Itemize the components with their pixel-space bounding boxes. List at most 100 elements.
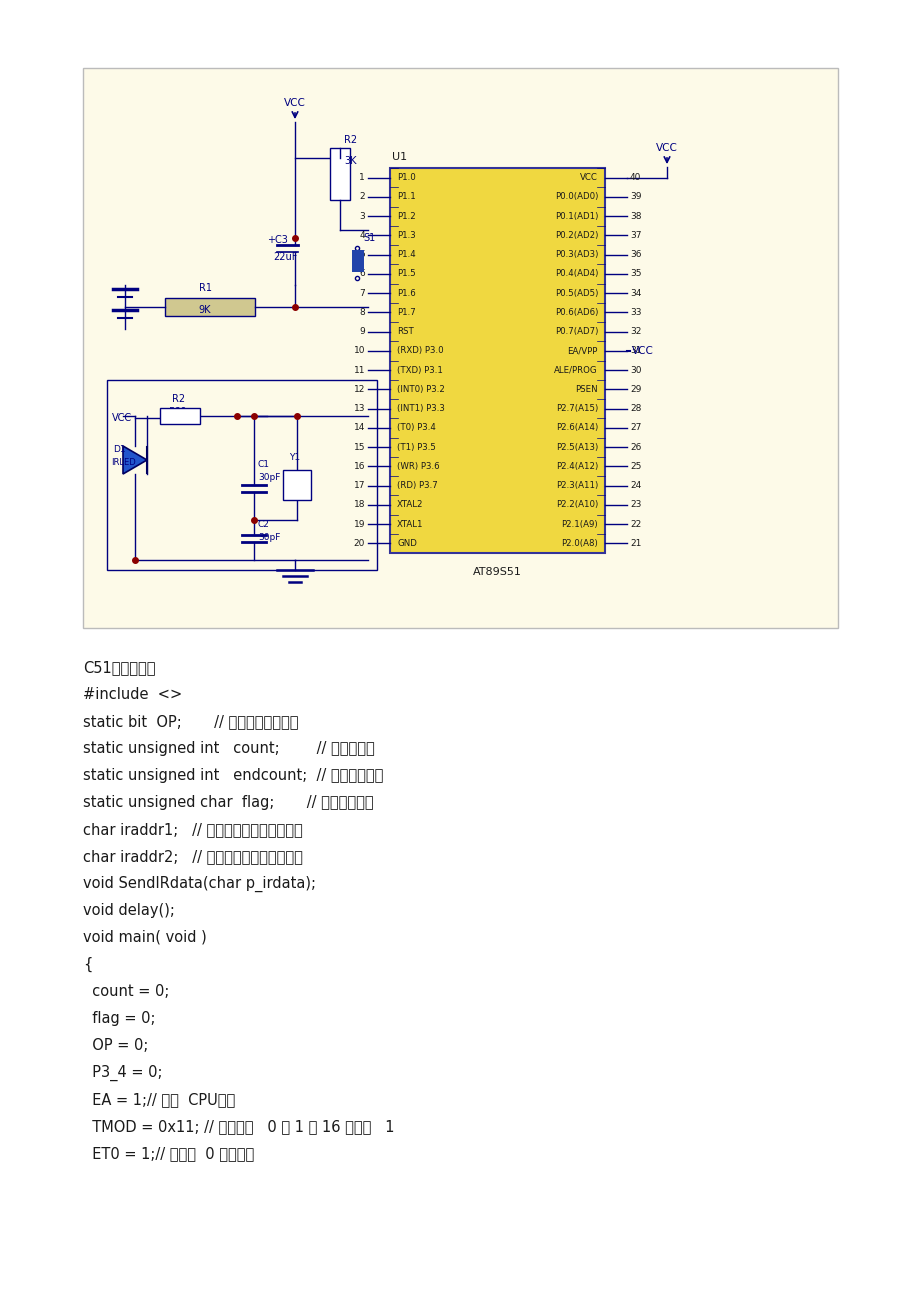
Text: P1.4: P1.4 xyxy=(397,250,415,259)
Text: C1: C1 xyxy=(257,460,269,469)
Text: (T1) P3.5: (T1) P3.5 xyxy=(397,443,436,452)
Text: 1: 1 xyxy=(358,173,365,182)
Text: P3_4 = 0;: P3_4 = 0; xyxy=(83,1065,163,1081)
Text: P0.3(AD3): P0.3(AD3) xyxy=(554,250,597,259)
Text: P1.2: P1.2 xyxy=(397,211,415,220)
Text: char iraddr2;   // 十六位地址的第二个字节: char iraddr2; // 十六位地址的第二个字节 xyxy=(83,850,302,864)
Text: 19: 19 xyxy=(353,520,365,529)
Text: ET0 = 1;// 定时器  0 中断允许: ET0 = 1;// 定时器 0 中断允许 xyxy=(83,1147,254,1161)
Text: 9K: 9K xyxy=(199,305,211,315)
Text: S1: S1 xyxy=(363,233,375,242)
Text: VCC: VCC xyxy=(631,345,653,356)
Text: 11: 11 xyxy=(353,366,365,375)
Text: P1.5: P1.5 xyxy=(397,270,415,279)
Text: (RD) P3.7: (RD) P3.7 xyxy=(397,481,437,490)
Bar xyxy=(160,408,199,423)
Text: 30pF: 30pF xyxy=(257,473,280,482)
Text: C51程序代码：: C51程序代码： xyxy=(83,661,155,675)
Text: +C3: +C3 xyxy=(267,235,288,245)
Text: U1: U1 xyxy=(391,152,407,162)
Text: char iraddr1;   // 十六位地址的第一个字节: char iraddr1; // 十六位地址的第一个字节 xyxy=(83,822,302,837)
Text: P1.7: P1.7 xyxy=(397,308,415,317)
Text: P0.2(AD2): P0.2(AD2) xyxy=(554,231,597,240)
Text: 25: 25 xyxy=(630,461,641,470)
Text: 29: 29 xyxy=(630,384,641,394)
Text: 37: 37 xyxy=(630,231,641,240)
Text: 5: 5 xyxy=(358,250,365,259)
Text: TMOD = 0x11; // 设定时器   0 和 1 为 16 位模式   1: TMOD = 0x11; // 设定时器 0 和 1 为 16 位模式 1 xyxy=(83,1119,394,1134)
Text: 28: 28 xyxy=(630,404,641,413)
Text: ALE/PROG: ALE/PROG xyxy=(554,366,597,375)
Text: 7: 7 xyxy=(358,289,365,297)
Text: 17: 17 xyxy=(353,481,365,490)
Text: IRLED: IRLED xyxy=(111,457,136,466)
Text: VCC: VCC xyxy=(284,98,306,108)
Text: P0.7(AD7): P0.7(AD7) xyxy=(554,327,597,336)
Text: 21: 21 xyxy=(630,539,641,547)
Text: 30pF: 30pF xyxy=(257,533,280,542)
Text: P1.6: P1.6 xyxy=(397,289,415,297)
Text: 6: 6 xyxy=(358,270,365,279)
Text: 27: 27 xyxy=(630,423,641,433)
Text: GND: GND xyxy=(397,539,416,547)
Text: XTAL2: XTAL2 xyxy=(397,500,423,509)
Text: 31: 31 xyxy=(630,347,641,356)
Text: 35: 35 xyxy=(630,270,641,279)
Text: P2.1(A9): P2.1(A9) xyxy=(561,520,597,529)
Text: (INT0) P3.2: (INT0) P3.2 xyxy=(397,384,445,394)
Text: void delay();: void delay(); xyxy=(83,903,175,919)
Text: P2.0(A8): P2.0(A8) xyxy=(561,539,597,547)
Text: static unsigned int   endcount;  // 终止延时计数: static unsigned int endcount; // 终止延时计数 xyxy=(83,767,383,783)
Text: 3K: 3K xyxy=(344,156,357,165)
Bar xyxy=(165,298,255,317)
Bar xyxy=(83,68,837,628)
Text: P0.5(AD5): P0.5(AD5) xyxy=(554,289,597,297)
Text: 24: 24 xyxy=(630,481,641,490)
Text: static unsigned char  flag;       // 红外发送标志: static unsigned char flag; // 红外发送标志 xyxy=(83,795,373,810)
Text: 40: 40 xyxy=(630,173,641,182)
Text: P2.4(A12): P2.4(A12) xyxy=(555,461,597,470)
Text: (WR) P3.6: (WR) P3.6 xyxy=(397,461,439,470)
Bar xyxy=(107,380,377,569)
Text: P1.0: P1.0 xyxy=(397,173,415,182)
Text: 14: 14 xyxy=(353,423,365,433)
Text: 36: 36 xyxy=(630,250,641,259)
Text: 39: 39 xyxy=(630,193,641,202)
Text: Y1: Y1 xyxy=(289,453,300,463)
Text: (RXD) P3.0: (RXD) P3.0 xyxy=(397,347,443,356)
Text: RST: RST xyxy=(397,327,414,336)
Text: static bit  OP;       // 红外发射管的亮灯: static bit OP; // 红外发射管的亮灯 xyxy=(83,714,298,728)
Bar xyxy=(390,168,605,552)
Text: 16: 16 xyxy=(353,461,365,470)
Text: 560: 560 xyxy=(167,407,186,417)
Text: 23: 23 xyxy=(630,500,641,509)
Text: P0.1(AD1): P0.1(AD1) xyxy=(554,211,597,220)
Text: P2.7(A15): P2.7(A15) xyxy=(555,404,597,413)
Text: R2: R2 xyxy=(172,394,186,404)
Text: P1.1: P1.1 xyxy=(397,193,415,202)
Text: (INT1) P3.3: (INT1) P3.3 xyxy=(397,404,445,413)
Text: 15: 15 xyxy=(353,443,365,452)
Text: 26: 26 xyxy=(630,443,641,452)
Text: void main( void ): void main( void ) xyxy=(83,930,207,945)
Text: C2: C2 xyxy=(257,520,269,529)
Text: VCC: VCC xyxy=(580,173,597,182)
Text: OP = 0;: OP = 0; xyxy=(83,1038,148,1053)
Text: P2.5(A13): P2.5(A13) xyxy=(555,443,597,452)
Text: (T0) P3.4: (T0) P3.4 xyxy=(397,423,436,433)
Text: 13: 13 xyxy=(353,404,365,413)
Bar xyxy=(352,250,364,272)
Polygon shape xyxy=(123,446,147,474)
Text: VCC: VCC xyxy=(112,413,132,423)
Text: R1: R1 xyxy=(199,283,211,293)
Text: 10: 10 xyxy=(353,347,365,356)
Text: {: { xyxy=(83,956,92,972)
Text: P0.4(AD4): P0.4(AD4) xyxy=(554,270,597,279)
Text: P0.0(AD0): P0.0(AD0) xyxy=(554,193,597,202)
Text: PSEN: PSEN xyxy=(574,384,597,394)
Text: P0.6(AD6): P0.6(AD6) xyxy=(554,308,597,317)
Text: 3: 3 xyxy=(358,211,365,220)
Text: R2: R2 xyxy=(344,136,357,145)
Text: void SendIRdata(char p_irdata);: void SendIRdata(char p_irdata); xyxy=(83,876,315,893)
Text: 22uF: 22uF xyxy=(273,251,297,262)
